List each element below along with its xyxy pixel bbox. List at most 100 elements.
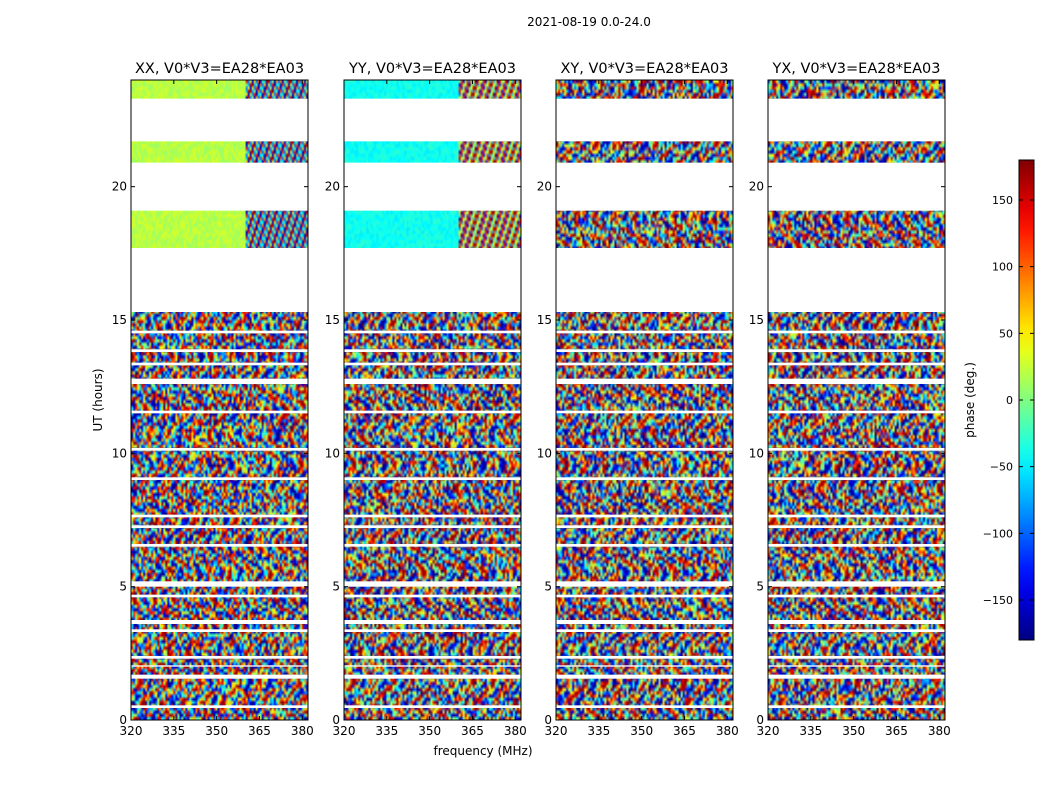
- data-gap: [768, 410, 945, 414]
- y-tick-label: 0: [756, 713, 764, 727]
- data-gap: [344, 349, 521, 352]
- y-tick-label: 10: [112, 446, 127, 460]
- x-tick-label: 365: [248, 724, 271, 738]
- data-gap: [131, 378, 308, 384]
- x-tick-label: 380: [504, 724, 527, 738]
- data-gap: [131, 525, 308, 528]
- data-gap: [344, 581, 521, 587]
- data-gap: [556, 330, 733, 334]
- data-gap: [344, 448, 521, 451]
- panel-2: YY, V0*V3=EA28*EA03 320 335 350 365 380 0 5 10 15…: [325, 61, 527, 738]
- data-gap: [131, 581, 308, 587]
- plot-frame: [130, 79, 309, 721]
- x-tick-label: 350: [842, 724, 865, 738]
- x-axis-label: frequency (MHz): [433, 744, 532, 758]
- plot-frame: [767, 79, 946, 721]
- panel-3: XY, V0*V3=EA28*EA03 320 335 350 365 380 0 5 10 15…: [537, 61, 739, 738]
- data-gap: [556, 665, 733, 667]
- data-gap: [344, 665, 521, 667]
- data-gap: [131, 629, 308, 632]
- data-gap: [344, 362, 521, 366]
- data-gap: [556, 248, 733, 312]
- data-gap: [556, 594, 733, 598]
- y-tick-label: 20: [112, 180, 127, 194]
- data-gap: [131, 665, 308, 667]
- x-tick-label: 350: [418, 724, 441, 738]
- data-gap: [556, 378, 733, 384]
- data-gap: [556, 674, 733, 679]
- data-gap: [344, 594, 521, 598]
- x-tick-label: 335: [375, 724, 398, 738]
- data-gap: [556, 362, 733, 366]
- data-gap: [556, 705, 733, 708]
- x-tick-label: 320: [333, 724, 356, 738]
- y-tick-label: 0: [332, 713, 340, 727]
- x-tick-label: 320: [545, 724, 568, 738]
- data-gap: [768, 162, 945, 211]
- x-tick-label: 380: [928, 724, 951, 738]
- data-gap: [768, 514, 945, 518]
- colorbar-tick-label: 50: [999, 327, 1013, 340]
- data-gap: [344, 514, 521, 518]
- y-tick-label: 5: [756, 580, 764, 594]
- panels-group: XX, V0*V3=EA28*EA03 320 335 350 365 380 0 5 10 15…: [112, 61, 951, 738]
- data-gap: [131, 162, 308, 211]
- data-gap: [556, 620, 733, 624]
- colorbar-tick-label: 100: [992, 261, 1013, 274]
- data-gap: [556, 544, 733, 547]
- data-gap: [344, 162, 521, 211]
- x-tick-label: 380: [716, 724, 739, 738]
- data-gap: [556, 477, 733, 480]
- colorbar-tick-label: −100: [983, 527, 1013, 540]
- figure-title: 2021-08-19 0.0-24.0: [527, 15, 651, 29]
- x-tick-label: 350: [630, 724, 653, 738]
- y-tick-label: 5: [332, 580, 340, 594]
- colorbar-tick-label: −50: [990, 461, 1013, 474]
- data-gap: [556, 162, 733, 211]
- y-tick-label: 20: [325, 180, 340, 194]
- data-gap: [131, 248, 308, 312]
- y-tick-label: 5: [544, 580, 552, 594]
- data-gap: [768, 98, 945, 142]
- plot-frame: [555, 79, 734, 721]
- data-gap: [131, 410, 308, 414]
- data-gap: [131, 514, 308, 518]
- data-gap: [556, 629, 733, 632]
- colorbar-tick-label: 0: [1006, 394, 1013, 407]
- x-tick-label: 365: [885, 724, 908, 738]
- x-tick-label: 380: [291, 724, 314, 738]
- data-gap: [344, 620, 521, 624]
- data-gap: [344, 410, 521, 414]
- x-tick-label: 320: [120, 724, 143, 738]
- panel-4: YX, V0*V3=EA28*EA03 320 335 350 365 380 0 5 10 15…: [749, 61, 951, 738]
- plot-frame: [343, 79, 522, 721]
- x-tick-label: 335: [799, 724, 822, 738]
- data-gap: [131, 330, 308, 334]
- colorbar-tick-label: −150: [983, 594, 1013, 607]
- data-gap: [131, 705, 308, 708]
- x-tick-label: 335: [587, 724, 610, 738]
- y-axis-label: UT (hours): [91, 368, 105, 431]
- data-gap: [344, 378, 521, 384]
- data-gap: [344, 629, 521, 632]
- data-gap: [344, 544, 521, 547]
- data-gap: [344, 525, 521, 528]
- y-tick-label: 0: [119, 713, 127, 727]
- y-tick-label: 10: [537, 446, 552, 460]
- data-gap: [768, 362, 945, 366]
- data-gap: [768, 477, 945, 480]
- data-gap: [768, 620, 945, 624]
- data-gap: [768, 674, 945, 679]
- y-tick-label: 10: [749, 446, 764, 460]
- data-gap: [344, 330, 521, 334]
- data-gap: [131, 477, 308, 480]
- data-gap: [556, 410, 733, 414]
- colorbar-label: phase (deg.): [963, 362, 977, 438]
- data-gap: [131, 544, 308, 547]
- colorbar-tick-label: 150: [992, 194, 1013, 207]
- data-gap: [131, 349, 308, 352]
- data-gap: [768, 594, 945, 598]
- data-gap: [768, 248, 945, 312]
- data-gap: [768, 349, 945, 352]
